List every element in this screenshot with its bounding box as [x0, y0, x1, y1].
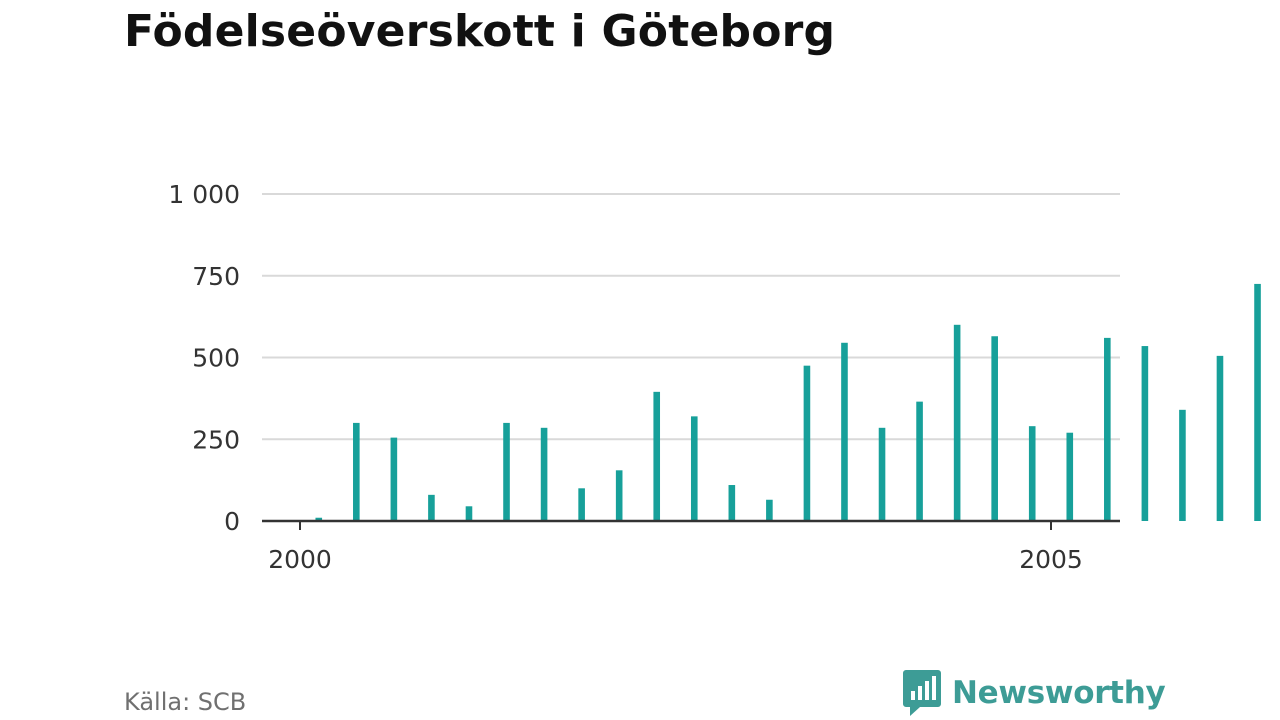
bar: [1104, 337, 1111, 521]
brand-name: Newsworthy: [952, 675, 1166, 711]
bar: [428, 494, 435, 521]
bar: [991, 336, 998, 521]
bar: [653, 391, 661, 521]
grid-lines: [262, 193, 1120, 441]
chart-title: Födelseöverskott i Göteborg: [124, 6, 836, 57]
bar: [465, 506, 473, 521]
y-tick-label: 500: [192, 344, 240, 373]
bars: [315, 283, 1261, 522]
x-axis-ticks: 200020052010201520202025: [268, 521, 1083, 574]
y-tick-label: 1 000: [168, 180, 240, 209]
y-axis-ticks: 0 250 500 750 1 000: [168, 180, 240, 536]
bar: [615, 470, 623, 521]
newsworthy-logo-icon: [903, 670, 941, 716]
bar: [841, 342, 848, 521]
bar: [1216, 355, 1224, 522]
x-tick-label: 2005: [1019, 545, 1083, 574]
bar: [1179, 409, 1186, 521]
bar: [503, 422, 510, 521]
bar: [916, 401, 923, 521]
bar: [390, 437, 398, 522]
x-tick-label: 2000: [268, 545, 332, 574]
bar: [1141, 346, 1149, 521]
bar: [728, 485, 736, 521]
source-label: Källa: SCB: [124, 688, 247, 716]
bar: [1066, 432, 1074, 521]
bar: [353, 422, 360, 521]
bar: [878, 427, 886, 522]
bar: [803, 365, 811, 521]
bar: [690, 416, 698, 521]
bar: [766, 499, 773, 522]
brand: Newsworthy: [902, 668, 1166, 718]
y-tick-label: 250: [192, 425, 240, 454]
bar: [1254, 283, 1261, 521]
bar: [953, 324, 961, 521]
y-tick-label: 750: [192, 262, 240, 291]
y-tick-label: 0: [224, 507, 240, 536]
bar: [578, 488, 585, 521]
bar: [315, 517, 323, 521]
bar: [540, 427, 548, 522]
bar: [1028, 426, 1036, 521]
